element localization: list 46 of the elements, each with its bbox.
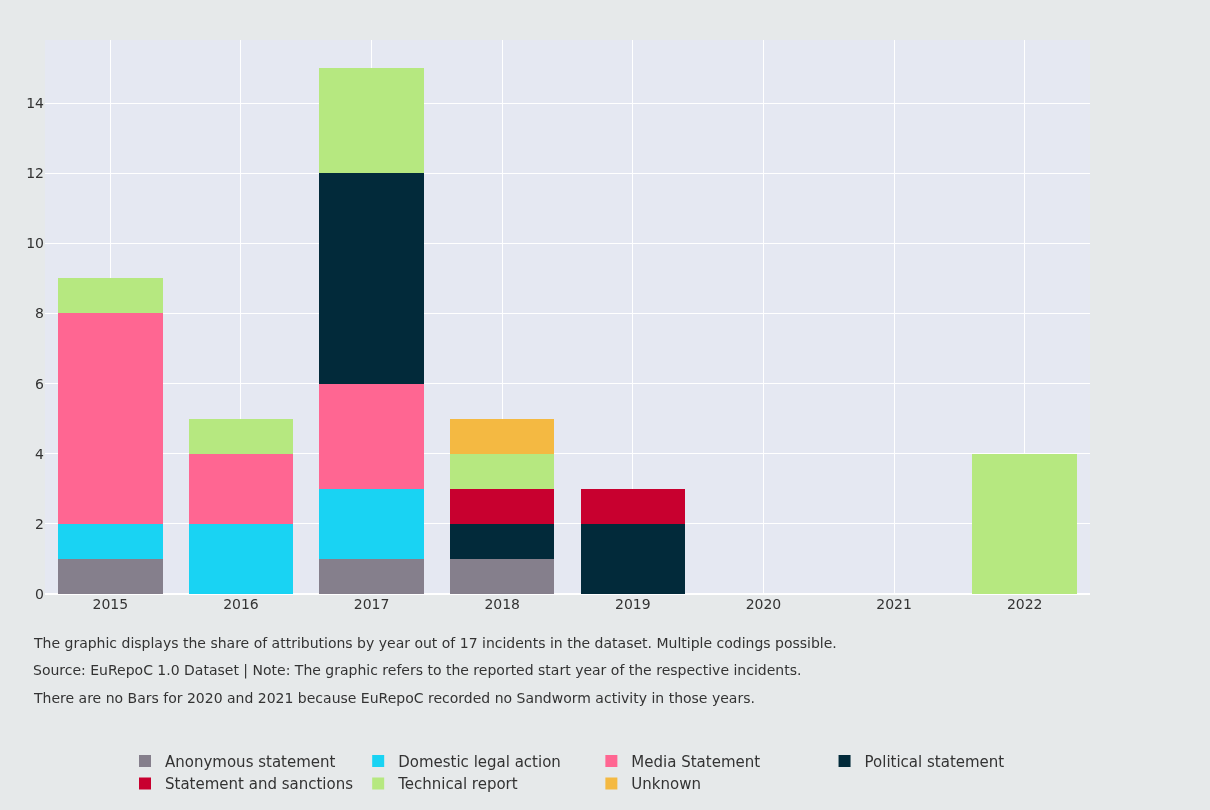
x-tick-label: 2019 <box>614 596 651 612</box>
y-tick-label: 8 <box>35 305 44 322</box>
source-note: Source: EuRepoC 1.0 Dataset | Note: The graphic refers to the reported start year of the respective incidents. <box>33 662 802 679</box>
bar <box>319 173 424 384</box>
bar <box>449 523 555 559</box>
y-tick-label: 12 <box>26 165 44 182</box>
bar <box>580 523 686 594</box>
bar <box>188 418 294 454</box>
bar <box>58 523 163 559</box>
bar <box>319 558 424 594</box>
bar <box>449 488 555 524</box>
y-tick-label: 6 <box>35 375 45 392</box>
x-tick-label: 2015 <box>92 596 129 612</box>
bar <box>319 383 424 489</box>
y-tick-label: 4 <box>35 445 45 462</box>
bar <box>58 278 163 314</box>
bar <box>58 313 163 524</box>
bar <box>319 68 424 174</box>
x-tick-label: 2016 <box>223 596 259 612</box>
legend-label: Media Statement <box>631 752 761 771</box>
y-tick-label: 10 <box>26 235 44 252</box>
x-tick-label: 2021 <box>876 596 912 612</box>
bar <box>580 488 686 524</box>
bar <box>449 453 555 489</box>
x-tick-label: 2017 <box>353 596 390 612</box>
x-tick-label: 2022 <box>1006 596 1043 612</box>
bar <box>319 488 424 559</box>
legend-label: Unknown <box>631 775 702 794</box>
bar <box>972 453 1077 594</box>
legend-label: Statement and sanctions <box>165 775 354 794</box>
bar <box>449 558 555 594</box>
x-tick-label: 2018 <box>484 596 521 612</box>
bar <box>449 418 555 454</box>
legend-label: Domestic legal action <box>398 752 561 771</box>
legend-label: Anonymous statement <box>165 752 336 771</box>
bar <box>188 453 294 524</box>
legend-label: Technical report <box>397 775 518 794</box>
y-tick-label: 2 <box>35 515 44 532</box>
legend-label: Political statement <box>864 752 1005 771</box>
bar <box>58 558 163 594</box>
y-tick-label: 0 <box>35 585 44 602</box>
text: The graphic displays the share of attributions by year out of 17 incidents in the dataset. Multiple codings possible. <box>33 635 837 651</box>
y-tick-label: 14 <box>26 95 45 112</box>
x-tick-label: 2020 <box>745 596 782 612</box>
bar <box>188 523 294 594</box>
text: There are no Bars for 2020 and 2021 because EuRepoC recorded no Sandworm activity in those years. <box>33 690 755 706</box>
